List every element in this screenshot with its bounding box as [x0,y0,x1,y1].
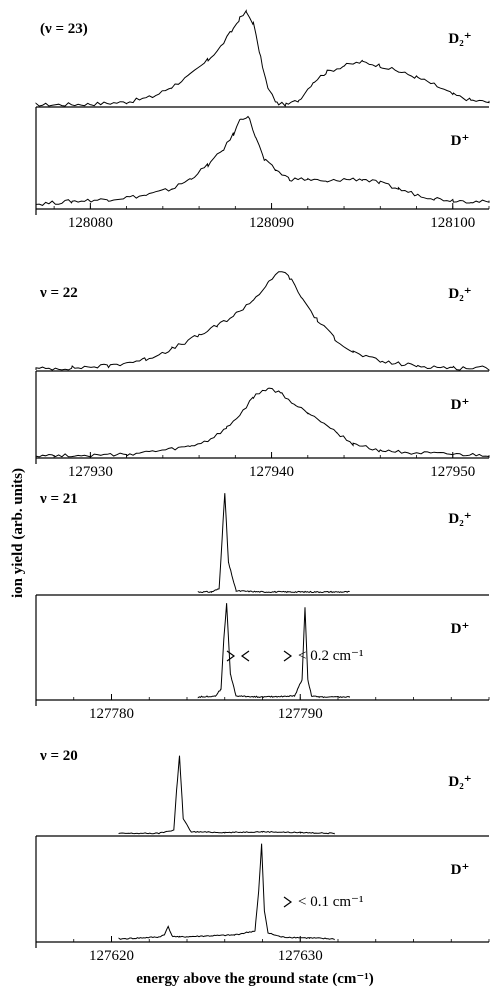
width-marker-left-0-1 [283,650,293,662]
width-marker-left-0-0 [226,650,236,662]
panel-area: D₂⁺ D⁺ (ν = 23) 128080 128090 128100 D₂⁺ D⁺ ν = … [35,9,490,964]
ion-label-1-1: D⁺ [451,397,470,413]
series-line-0-1 [35,115,490,206]
x-tick-label-0-0: 128080 [68,215,113,231]
x-tick-label-1-0: 127930 [68,464,113,480]
x-tick-label-0-1: 128090 [249,215,294,231]
series-line-2-0 [197,493,350,594]
y-axis-title: ion yield (arb. units) [10,468,26,598]
ion-label-3-0: D₂⁺ [448,774,471,790]
vibrational-label-1: ν = 22 [39,285,78,301]
x-tick-label-1-2: 127950 [430,464,475,480]
vibrational-label-2: ν = 21 [39,491,78,507]
annotation-0: < 0.2 cm⁻¹ [298,648,363,664]
series-line-1-0 [35,271,490,372]
series-line-0-0 [35,9,490,107]
x-tick-label-2-0: 127780 [89,706,134,722]
series-line-3-1 [118,843,335,941]
x-tick-label-3-0: 127620 [89,948,134,964]
ion-label-1-0: D₂⁺ [448,286,471,302]
ion-label-2-1: D⁺ [451,621,470,637]
vibrational-label-3: ν = 20 [39,748,78,764]
vibrational-label-0: (ν = 23) [40,21,88,37]
width-marker-left-1-0 [283,896,293,908]
ion-label-0-0: D₂⁺ [448,31,471,47]
x-tick-label-2-1: 127790 [278,706,323,722]
series-line-1-1 [35,387,490,458]
x-tick-label-0-2: 128100 [430,215,475,231]
series-line-3-0 [118,755,335,835]
width-marker-right-0-0 [240,650,250,662]
ion-label-0-1: D⁺ [451,133,470,149]
ion-label-3-1: D⁺ [451,862,470,878]
ion-label-2-0: D₂⁺ [448,511,471,527]
series-line-2-1 [197,603,350,699]
x-axis-title: energy above the ground state (cm⁻¹) [136,971,374,987]
annotation-1: < 0.1 cm⁻¹ [298,894,363,910]
x-tick-label-1-1: 127940 [249,464,294,480]
x-tick-label-3-1: 127630 [278,948,323,964]
